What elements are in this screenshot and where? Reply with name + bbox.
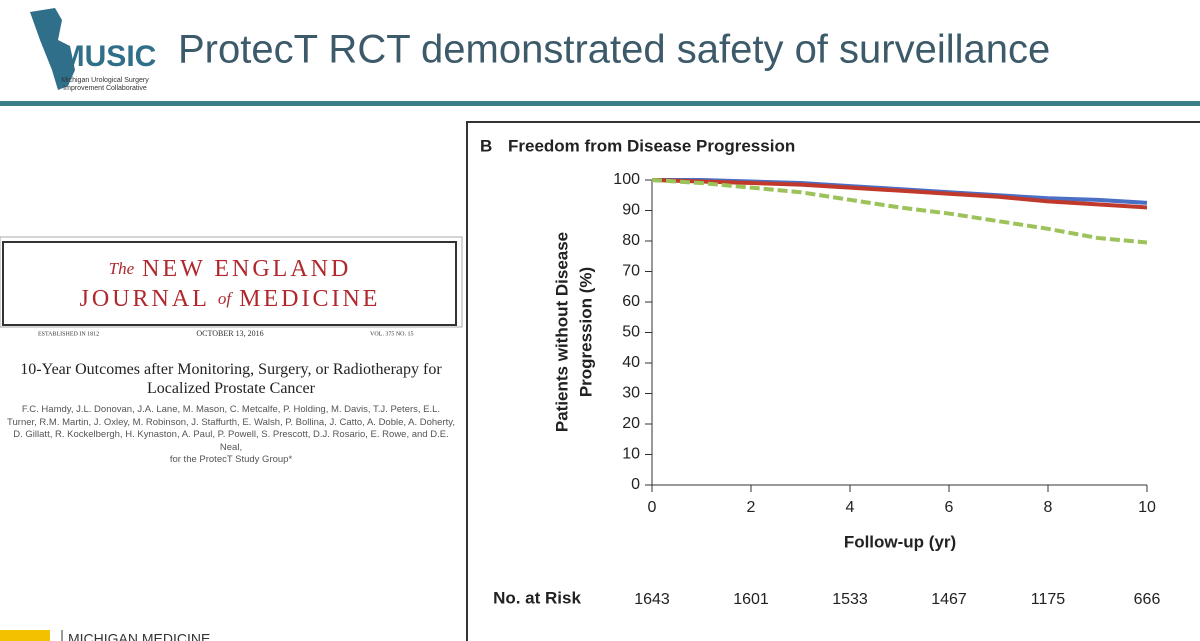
- y-tick-label: 0: [631, 476, 640, 493]
- y-tick-label: 30: [622, 385, 640, 402]
- at-risk-value: 1467: [931, 591, 967, 608]
- x-tick-label: 6: [945, 499, 954, 516]
- footer-text: MICHIGAN MEDICINE: [68, 631, 210, 641]
- x-tick-label: 8: [1044, 499, 1053, 516]
- logo-map: [30, 8, 75, 90]
- y-tick-label: 70: [622, 263, 640, 280]
- header-rule: [0, 101, 1200, 106]
- masthead-frame: [2, 241, 457, 326]
- y-tick-label: 100: [613, 171, 640, 188]
- y-tick-label: 60: [622, 293, 640, 310]
- study-group: for the ProtecT Study Group*: [169, 454, 293, 465]
- y-axis-label-line: Patients without Disease: [552, 232, 571, 432]
- x-tick-label: 4: [846, 499, 855, 516]
- at-risk-value: 1533: [832, 591, 868, 608]
- y-tick-label: 80: [622, 232, 640, 249]
- volume: VOL. 375 NO. 15: [370, 331, 414, 337]
- journal-name: JOURNAL of MEDICINE: [80, 286, 381, 312]
- x-axis-label: Follow-up (yr): [844, 532, 956, 551]
- x-tick-label: 2: [747, 499, 756, 516]
- established: ESTABLISHED IN 1812: [38, 331, 99, 337]
- footer-logo: [0, 630, 50, 641]
- y-axis-label-line: Progression (%): [576, 267, 595, 397]
- y-tick-label: 90: [622, 202, 640, 219]
- logo-subtitle: Improvement Collaborative: [63, 85, 147, 92]
- at-risk-value: 1175: [1031, 591, 1066, 608]
- chart-frame: [466, 121, 1200, 641]
- x-tick-label: 0: [648, 499, 657, 516]
- at-risk-label: No. at Risk: [493, 588, 581, 607]
- at-risk-value: 666: [1134, 591, 1161, 608]
- slide-title: ProtecT RCT demonstrated safety of surve…: [178, 28, 1050, 72]
- series-line: [651, 178, 1148, 210]
- authors: F.C. Hamdy, J.L. Donovan, J.A. Lane, M. …: [7, 404, 455, 453]
- chart-title: Freedom from Disease Progression: [508, 136, 795, 155]
- authors-block: F.C. Hamdy, J.L. Donovan, J.A. Lane, M. …: [6, 404, 456, 467]
- x-tick-label: 10: [1138, 499, 1156, 516]
- y-axis-label: Patients without Disease Progression (%): [552, 232, 595, 432]
- at-risk-value: 1643: [634, 591, 670, 608]
- y-tick-label: 10: [622, 446, 640, 463]
- y-tick-label: 20: [622, 415, 640, 432]
- masthead-outer: [0, 236, 463, 328]
- journal-name: The NEW ENGLAND: [109, 256, 352, 282]
- panel-label: B: [480, 136, 492, 155]
- article-title: 10-Year Outcomes after Monitoring, Surge…: [20, 361, 442, 397]
- y-tick-label: 40: [622, 354, 640, 371]
- issue-date: OCTOBER 13, 2016: [196, 329, 263, 338]
- logo-subtitle: Michigan Urological Surgery: [61, 77, 149, 84]
- logo-text: MUSIC: [60, 40, 157, 73]
- at-risk-value: 1601: [733, 591, 769, 608]
- y-tick-label: 50: [622, 324, 640, 341]
